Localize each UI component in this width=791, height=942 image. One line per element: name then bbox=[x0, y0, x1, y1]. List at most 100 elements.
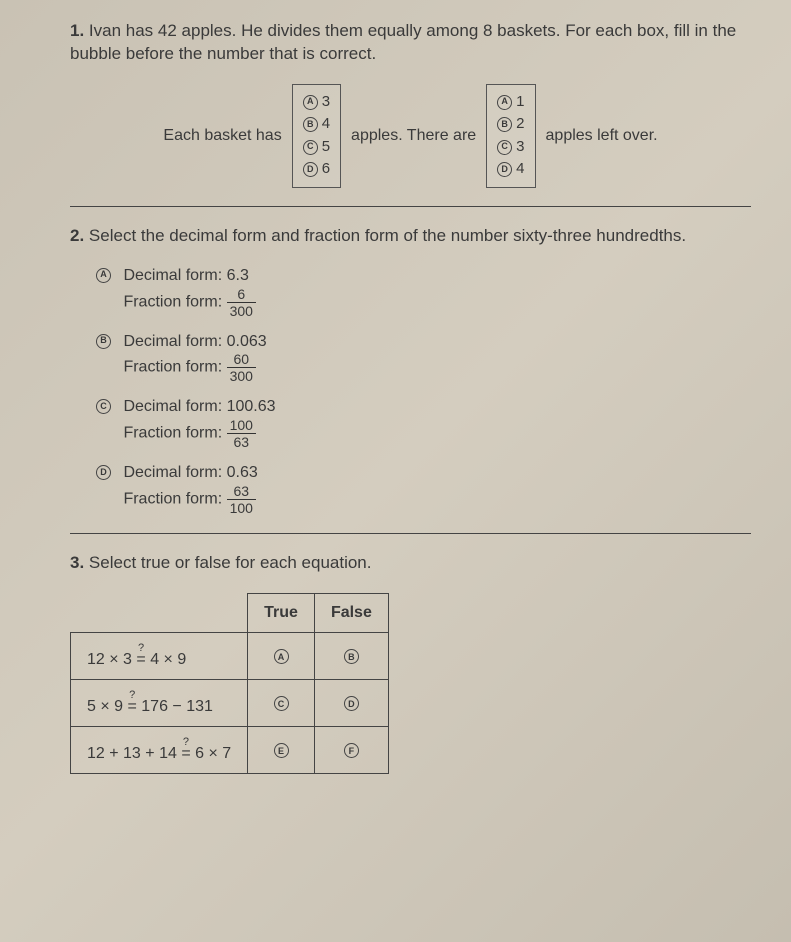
frac-label: Fraction form: bbox=[123, 293, 222, 310]
q2-option-c[interactable]: C Decimal form: 100.63 Fraction form: 10… bbox=[96, 397, 751, 449]
fraction: 10063 bbox=[227, 418, 256, 449]
q1-part2: apples. There are bbox=[351, 127, 476, 145]
divider bbox=[70, 533, 751, 534]
q1-part1: Each basket has bbox=[163, 127, 281, 145]
q2-option-b[interactable]: B Decimal form: 0.063 Fraction form: 603… bbox=[96, 332, 751, 384]
opt-val: 3 bbox=[516, 136, 524, 159]
table-row: 5 × 9 ?= 176 − 131 C D bbox=[71, 679, 389, 726]
bubble-icon: C bbox=[303, 140, 318, 155]
eq-rhs: 176 − 131 bbox=[141, 698, 213, 715]
frac-label: Fraction form: bbox=[123, 425, 222, 442]
option-body: Decimal form: 0.63 Fraction form: 63100 bbox=[123, 463, 257, 515]
bubble-icon: C bbox=[497, 140, 512, 155]
dec-label: Decimal form: bbox=[123, 333, 222, 350]
q1-prompt: 1. Ivan has 42 apples. He divides them e… bbox=[70, 20, 751, 66]
question-equals-icon: ?= bbox=[127, 690, 136, 715]
opt-val: 5 bbox=[322, 136, 330, 159]
fraction: 60300 bbox=[227, 352, 256, 383]
table-row: 12 × 3 ?= 4 × 9 A B bbox=[71, 632, 389, 679]
denominator: 63 bbox=[227, 434, 256, 449]
opt-val: 1 bbox=[516, 91, 524, 114]
fraction: 6300 bbox=[227, 287, 256, 318]
question-equals-icon: ?= bbox=[181, 737, 190, 762]
q1-sentence: Each basket has A3 B4 C5 D6 apples. Ther… bbox=[70, 84, 751, 188]
bubble-icon: A bbox=[303, 95, 318, 110]
equation-cell: 5 × 9 ?= 176 − 131 bbox=[71, 679, 248, 726]
q3-text: Select true or false for each equation. bbox=[89, 553, 372, 572]
question-1: 1. Ivan has 42 apples. He divides them e… bbox=[70, 20, 751, 188]
denominator: 100 bbox=[227, 500, 256, 515]
q1-number: 1. bbox=[70, 21, 84, 40]
false-cell[interactable]: B bbox=[314, 632, 388, 679]
dec-label: Decimal form: bbox=[123, 267, 222, 284]
bubble-icon: C bbox=[274, 696, 289, 711]
q2-option-a[interactable]: A Decimal form: 6.3 Fraction form: 6300 bbox=[96, 266, 751, 318]
bubble-icon: C bbox=[96, 399, 111, 414]
frac-label: Fraction form: bbox=[123, 359, 222, 376]
opt-val: 6 bbox=[322, 158, 330, 181]
dec-label: Decimal form: bbox=[123, 398, 222, 415]
true-cell[interactable]: E bbox=[248, 726, 315, 773]
dec-val: 0.063 bbox=[227, 333, 267, 350]
question-2: 2. Select the decimal form and fraction … bbox=[70, 225, 751, 515]
bubble-icon: A bbox=[497, 95, 512, 110]
eq-lhs: 12 × 3 bbox=[87, 651, 132, 668]
question-equals-icon: ?= bbox=[136, 643, 145, 668]
q1-box2-opt-c[interactable]: C3 bbox=[497, 136, 524, 159]
bubble-icon: B bbox=[497, 117, 512, 132]
bubble-icon: A bbox=[96, 268, 111, 283]
false-cell[interactable]: D bbox=[314, 679, 388, 726]
fraction: 63100 bbox=[227, 484, 256, 515]
bubble-icon: F bbox=[344, 743, 359, 758]
q1-box2-opt-a[interactable]: A1 bbox=[497, 91, 524, 114]
question-3: 3. Select true or false for each equatio… bbox=[70, 552, 751, 774]
numerator: 100 bbox=[227, 418, 256, 434]
opt-val: 4 bbox=[516, 158, 524, 181]
q1-box2-opt-b[interactable]: B2 bbox=[497, 113, 524, 136]
numerator: 63 bbox=[227, 484, 256, 500]
q1-box1-opt-a[interactable]: A3 bbox=[303, 91, 330, 114]
option-body: Decimal form: 100.63 Fraction form: 1006… bbox=[123, 397, 275, 449]
q1-box1-opt-d[interactable]: D6 bbox=[303, 158, 330, 181]
q1-box1-opt-b[interactable]: B4 bbox=[303, 113, 330, 136]
true-cell[interactable]: A bbox=[248, 632, 315, 679]
opt-val: 4 bbox=[322, 113, 330, 136]
q1-choicebox-1: A3 B4 C5 D6 bbox=[292, 84, 341, 188]
bubble-icon: A bbox=[274, 649, 289, 664]
q2-prompt: 2. Select the decimal form and fraction … bbox=[70, 225, 751, 248]
true-cell[interactable]: C bbox=[248, 679, 315, 726]
eq-rhs: 4 × 9 bbox=[150, 651, 186, 668]
bubble-icon: D bbox=[497, 162, 512, 177]
q1-part3: apples left over. bbox=[546, 127, 658, 145]
table-row: 12 + 13 + 14 ?= 6 × 7 E F bbox=[71, 726, 389, 773]
option-body: Decimal form: 6.3 Fraction form: 6300 bbox=[123, 266, 256, 318]
option-body: Decimal form: 0.063 Fraction form: 60300 bbox=[123, 332, 266, 384]
dec-val: 100.63 bbox=[227, 398, 276, 415]
false-cell[interactable]: F bbox=[314, 726, 388, 773]
q1-text: Ivan has 42 apples. He divides them equa… bbox=[70, 21, 736, 63]
q2-option-d[interactable]: D Decimal form: 0.63 Fraction form: 6310… bbox=[96, 463, 751, 515]
bubble-icon: B bbox=[303, 117, 318, 132]
bubble-icon: D bbox=[344, 696, 359, 711]
eq-rhs: 6 × 7 bbox=[195, 745, 231, 762]
bubble-icon: E bbox=[274, 743, 289, 758]
q1-box1-opt-c[interactable]: C5 bbox=[303, 136, 330, 159]
bubble-icon: D bbox=[303, 162, 318, 177]
numerator: 60 bbox=[227, 352, 256, 368]
dec-val: 0.63 bbox=[227, 464, 258, 481]
eq-lhs: 12 + 13 + 14 bbox=[87, 745, 177, 762]
bubble-icon: B bbox=[96, 334, 111, 349]
dec-val: 6.3 bbox=[227, 267, 249, 284]
q1-box2-opt-d[interactable]: D4 bbox=[497, 158, 524, 181]
eq-lhs: 5 × 9 bbox=[87, 698, 123, 715]
q2-text: Select the decimal form and fraction for… bbox=[89, 226, 686, 245]
bubble-icon: B bbox=[344, 649, 359, 664]
denominator: 300 bbox=[227, 303, 256, 318]
numerator: 6 bbox=[227, 287, 256, 303]
equation-cell: 12 × 3 ?= 4 × 9 bbox=[71, 632, 248, 679]
opt-val: 3 bbox=[322, 91, 330, 114]
false-header: False bbox=[314, 593, 388, 632]
frac-label: Fraction form: bbox=[123, 491, 222, 508]
true-header: True bbox=[248, 593, 315, 632]
divider bbox=[70, 206, 751, 207]
